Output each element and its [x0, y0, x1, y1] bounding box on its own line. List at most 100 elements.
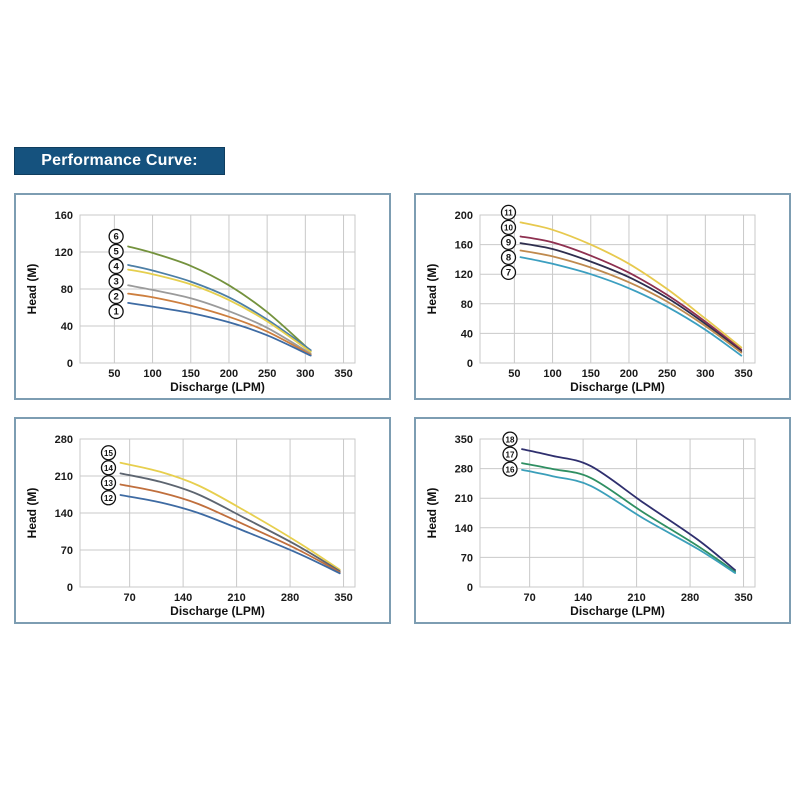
curve-9: [519, 242, 743, 353]
y-tick-label: 70: [61, 545, 73, 557]
y-tick-label: 350: [455, 434, 473, 446]
curve-badge-circle-8: [500, 249, 517, 266]
curve-badge-label-8: 8: [506, 253, 511, 264]
curve-14: [119, 472, 341, 572]
curve-badge-label-16: 16: [506, 465, 515, 474]
curve-badge-circle-11: [500, 204, 517, 221]
curve-badge-circle-6: [108, 228, 124, 245]
x-axis-title: Discharge (LPM): [570, 380, 665, 394]
y-tick-label: 120: [455, 269, 473, 281]
curve-badge-label-11: 11: [504, 209, 513, 218]
x-tick-label: 100: [143, 368, 161, 380]
x-tick-label: 350: [734, 368, 752, 380]
curve-badge-label-3: 3: [113, 277, 118, 288]
curve-badge-circle-16: [502, 461, 518, 477]
curve-2: [127, 292, 312, 356]
x-tick-label: 200: [220, 368, 238, 380]
curve-badge-circle-1: [108, 303, 124, 320]
chart-panel-top-left: 50 100 150 200 250 300 350 0 40 80 120 160 Discharge…: [14, 193, 391, 400]
curve-3: [127, 284, 312, 355]
curve-4: [127, 268, 312, 353]
curve-10: [519, 235, 743, 351]
curve-badge-circle-18: [502, 431, 518, 447]
curve-12: [119, 494, 341, 575]
curve-badge-label-5: 5: [113, 247, 119, 258]
curve-badge-circle-14: [100, 460, 117, 476]
curve-7: [519, 256, 743, 357]
x-tick-label: 50: [108, 368, 120, 380]
curve-badge-label-14: 14: [104, 464, 113, 473]
curve-badge-label-6: 6: [113, 232, 118, 243]
x-tick-label: 50: [508, 368, 520, 380]
curve-badge-label-17: 17: [506, 450, 515, 459]
curve-badge-circle-5: [108, 243, 124, 260]
x-tick-label: 140: [174, 592, 192, 604]
curve-18: [521, 448, 736, 571]
curve-badge-circle-17: [502, 446, 518, 462]
y-axis-title: Head (M): [425, 488, 439, 539]
chart-panel-top-right: 50 100 150 200 250 300 350 0 40 80 120 160 200 Discha…: [414, 193, 791, 400]
x-tick-label: 350: [334, 592, 352, 604]
x-tick-label: 250: [658, 368, 676, 380]
x-tick-label: 280: [281, 592, 299, 604]
x-tick-label: 200: [620, 368, 638, 380]
y-tick-label: 210: [455, 493, 473, 505]
x-axis-title: Discharge (LPM): [570, 604, 665, 618]
curve-badge-label-4: 4: [113, 262, 119, 273]
y-tick-label: 0: [67, 582, 73, 594]
y-tick-label: 40: [61, 321, 73, 333]
section-header: Performance Curve:: [14, 147, 225, 175]
curve-badge-circle-10: [500, 219, 517, 236]
y-tick-label: 140: [55, 508, 73, 520]
y-tick-label: 80: [61, 284, 73, 296]
curve-15: [119, 461, 341, 571]
y-axis-title: Head (M): [425, 264, 439, 315]
x-tick-label: 350: [734, 592, 752, 604]
y-tick-label: 0: [67, 358, 73, 370]
curve-badge-circle-7: [500, 264, 517, 281]
y-tick-label: 120: [55, 247, 73, 259]
curve-badge-label-7: 7: [506, 268, 511, 279]
x-tick-label: 250: [258, 368, 276, 380]
performance-chart-bottom-right: 70 140 210 280 350 0 70 140 210 280 350 Discharge (…: [425, 431, 756, 618]
y-tick-label: 200: [455, 210, 473, 222]
y-tick-label: 140: [455, 523, 473, 535]
plot-border: [479, 438, 756, 588]
x-tick-label: 140: [574, 592, 592, 604]
x-tick-label: 150: [582, 368, 600, 380]
curve-badge-circle-12: [100, 490, 117, 506]
curve-badge-label-18: 18: [506, 435, 515, 444]
x-tick-label: 350: [334, 368, 352, 380]
curve-16: [521, 468, 736, 574]
curve-5: [127, 264, 312, 351]
curve-badge-label-13: 13: [104, 479, 113, 488]
y-tick-label: 0: [467, 582, 473, 594]
y-tick-label: 210: [55, 471, 73, 483]
curve-badge-circle-13: [100, 475, 117, 491]
y-tick-label: 40: [461, 328, 473, 340]
curve-badge-circle-3: [108, 273, 124, 290]
x-tick-label: 210: [227, 592, 245, 604]
curve-badge-label-9: 9: [506, 238, 511, 249]
curve-badge-label-10: 10: [504, 224, 513, 233]
performance-chart-top-right: 50 100 150 200 250 300 35004080120160200Discha…: [425, 204, 756, 394]
y-tick-label: 70: [461, 552, 473, 564]
chart-panel-bottom-left: 70 140 210 280 350 0 70 140 210 280 Discharge (LPM…: [14, 417, 391, 624]
curve-badge-circle-9: [500, 234, 517, 251]
curve-badge-circle-4: [108, 258, 124, 275]
curve-17: [521, 462, 736, 573]
curve-badge-label-1: 1: [113, 307, 119, 318]
chart-panel-bottom-right: 70 140 210 280 350 0 70 140 210 280 350 Discharge (…: [414, 417, 791, 624]
y-tick-label: 280: [455, 464, 473, 476]
x-axis-title: Discharge (LPM): [170, 604, 265, 618]
curve-badge-label-2: 2: [113, 292, 118, 303]
x-tick-label: 70: [124, 592, 136, 604]
y-tick-label: 160: [55, 210, 73, 222]
x-tick-label: 150: [182, 368, 200, 380]
y-axis-title: Head (M): [25, 488, 39, 539]
x-tick-label: 300: [296, 368, 314, 380]
x-axis-title: Discharge (LPM): [170, 380, 265, 394]
curve-6: [127, 245, 312, 352]
curve-1: [127, 301, 312, 357]
